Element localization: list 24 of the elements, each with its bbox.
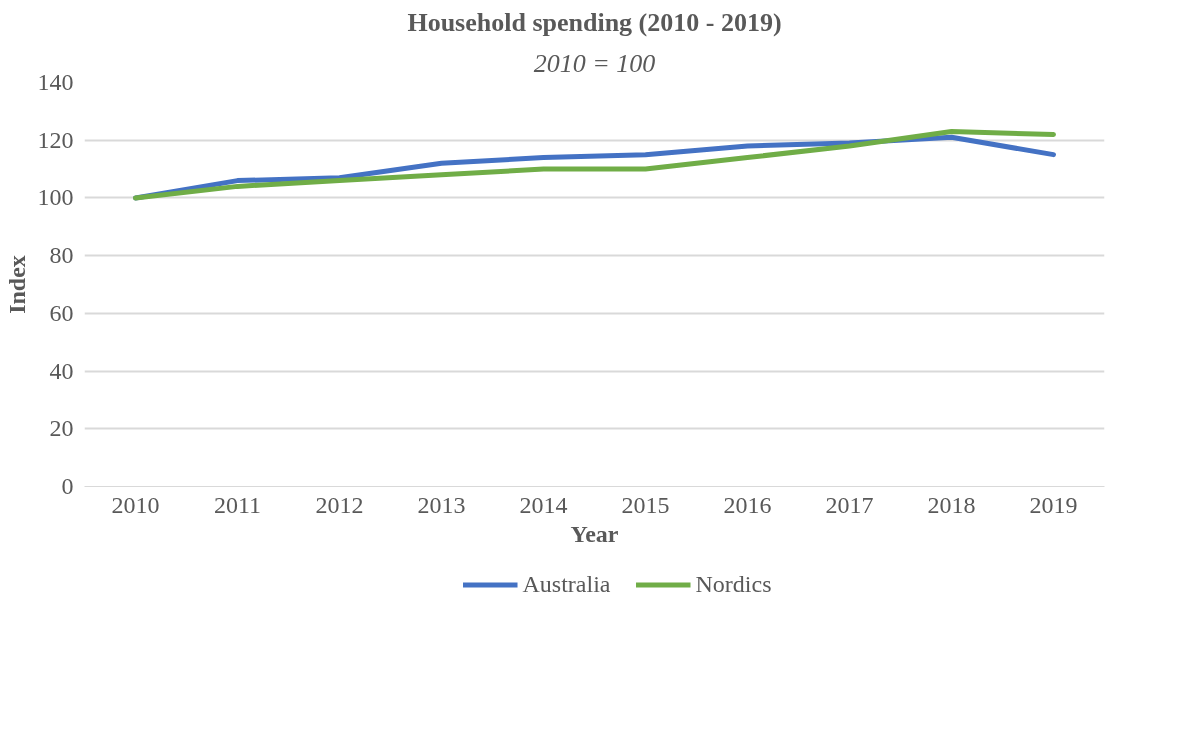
y-tick-label: 0 bbox=[61, 473, 74, 499]
x-tick-label: 2011 bbox=[213, 491, 262, 518]
y-tick-label: 140 bbox=[37, 69, 74, 95]
y-tick-label: 20 bbox=[49, 415, 74, 442]
legend-label: Nordics bbox=[695, 570, 772, 598]
x-tick-label: 2014 bbox=[519, 491, 568, 518]
y-axis-title: Index bbox=[3, 255, 30, 314]
x-tick-label: 2017 bbox=[825, 491, 874, 518]
x-axis-title: Year bbox=[570, 520, 619, 547]
y-tick-label: 40 bbox=[49, 357, 74, 384]
y-tick-label: 120 bbox=[37, 126, 74, 153]
chart-subtitle: 2010 = 100 bbox=[533, 48, 656, 78]
y-tick-label: 100 bbox=[37, 184, 74, 211]
x-tick-label: 2010 bbox=[111, 491, 160, 518]
x-tick-label: 2016 bbox=[723, 491, 772, 518]
x-tick-label: 2019 bbox=[1029, 491, 1078, 518]
y-tick-label: 80 bbox=[49, 242, 74, 269]
legend-label: Australia bbox=[522, 570, 611, 598]
x-tick-label: 2013 bbox=[417, 491, 466, 518]
x-tick-label: 2018 bbox=[927, 491, 976, 518]
x-tick-label: 2015 bbox=[621, 491, 670, 518]
y-tick-label: 60 bbox=[49, 299, 74, 326]
chart-title: Household spending (2010 - 2019) bbox=[407, 7, 782, 37]
x-tick-label: 2012 bbox=[315, 491, 364, 518]
